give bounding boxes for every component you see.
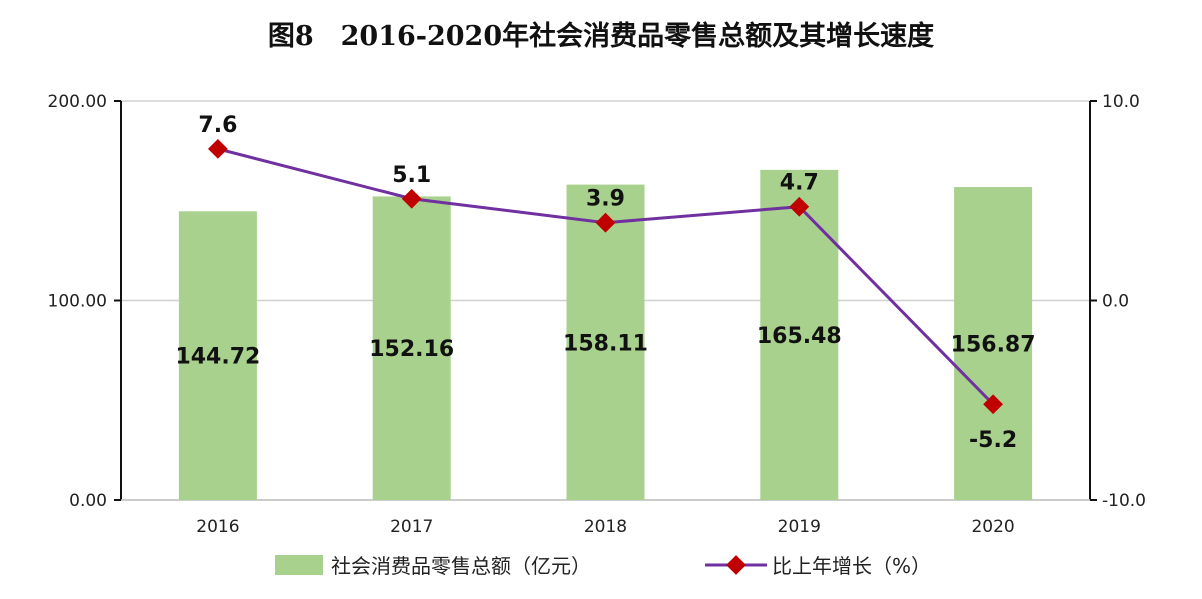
x-axis-tick-label: 2017 <box>390 517 433 537</box>
bar-value-label: 165.48 <box>757 324 842 349</box>
bar-value-label: 156.87 <box>951 333 1036 358</box>
bar-value-label: 144.72 <box>175 345 260 370</box>
left-axis-tick-label: 0.00 <box>69 491 107 511</box>
bar <box>372 196 451 500</box>
legend-bar-label: 社会消费品零售总额（亿元） <box>331 554 591 578</box>
bar <box>954 187 1033 500</box>
bar <box>178 211 257 500</box>
x-axis-tick-label: 2018 <box>584 517 627 537</box>
right-axis-tick-label: 0.0 <box>1102 292 1129 312</box>
line-value-label: 3.9 <box>586 187 625 212</box>
line-value-label: -5.2 <box>969 428 1017 453</box>
right-axis-tick-label: -10.0 <box>1102 491 1146 511</box>
line-value-label: 5.1 <box>392 163 431 188</box>
x-axis-tick-label: 2020 <box>971 517 1014 537</box>
right-axis-tick-label: 10.0 <box>1102 92 1140 112</box>
left-axis-tick-label: 200.00 <box>48 92 107 112</box>
legend-line-label: 比上年增长（%） <box>772 554 931 578</box>
left-axis-tick-label: 100.00 <box>48 292 107 312</box>
bar <box>566 184 645 500</box>
line-marker <box>208 138 228 159</box>
legend-bar-swatch <box>275 555 323 575</box>
line-value-label: 4.7 <box>780 171 819 196</box>
chart-title: 图8 2016-2020年社会消费品零售总额及其增长速度 <box>267 21 935 52</box>
x-axis-tick-label: 2019 <box>778 517 821 537</box>
bar <box>760 169 839 500</box>
bar-value-label: 152.16 <box>369 337 454 362</box>
line-marker <box>401 188 422 209</box>
legend-line-marker <box>726 555 746 575</box>
line-value-label: 7.6 <box>198 113 237 138</box>
line-marker <box>983 394 1003 415</box>
bar-value-label: 158.11 <box>563 331 648 356</box>
x-axis-tick-label: 2016 <box>196 517 239 537</box>
